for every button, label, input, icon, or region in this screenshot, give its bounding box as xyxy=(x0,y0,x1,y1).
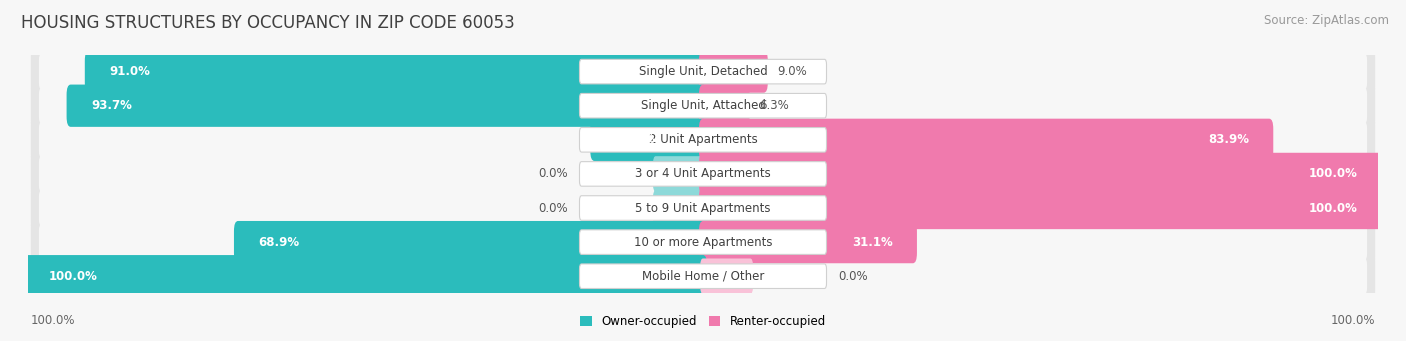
FancyBboxPatch shape xyxy=(579,196,827,220)
FancyBboxPatch shape xyxy=(699,187,1382,229)
FancyBboxPatch shape xyxy=(652,156,706,192)
FancyBboxPatch shape xyxy=(699,85,749,127)
FancyBboxPatch shape xyxy=(700,258,754,294)
FancyBboxPatch shape xyxy=(39,88,1367,124)
FancyBboxPatch shape xyxy=(579,162,827,186)
Text: 0.0%: 0.0% xyxy=(538,167,568,180)
FancyBboxPatch shape xyxy=(233,221,707,263)
FancyBboxPatch shape xyxy=(31,47,1375,97)
Text: 91.0%: 91.0% xyxy=(110,65,150,78)
FancyBboxPatch shape xyxy=(31,81,1375,131)
FancyBboxPatch shape xyxy=(699,50,768,93)
Text: 100.0%: 100.0% xyxy=(1309,167,1358,180)
Text: Single Unit, Attached: Single Unit, Attached xyxy=(641,99,765,112)
Text: 10 or more Apartments: 10 or more Apartments xyxy=(634,236,772,249)
FancyBboxPatch shape xyxy=(39,190,1367,226)
FancyBboxPatch shape xyxy=(591,119,707,161)
Text: 100.0%: 100.0% xyxy=(48,270,97,283)
FancyBboxPatch shape xyxy=(31,149,1375,199)
Text: 93.7%: 93.7% xyxy=(91,99,132,112)
FancyBboxPatch shape xyxy=(39,258,1367,294)
Text: 2 Unit Apartments: 2 Unit Apartments xyxy=(648,133,758,146)
Text: 9.0%: 9.0% xyxy=(778,65,807,78)
Text: 16.1%: 16.1% xyxy=(614,133,655,146)
Text: HOUSING STRUCTURES BY OCCUPANCY IN ZIP CODE 60053: HOUSING STRUCTURES BY OCCUPANCY IN ZIP C… xyxy=(21,14,515,32)
FancyBboxPatch shape xyxy=(31,115,1375,165)
FancyBboxPatch shape xyxy=(66,85,707,127)
Text: 100.0%: 100.0% xyxy=(1309,202,1358,214)
Text: 5 to 9 Unit Apartments: 5 to 9 Unit Apartments xyxy=(636,202,770,214)
Text: 0.0%: 0.0% xyxy=(838,270,868,283)
Text: Single Unit, Detached: Single Unit, Detached xyxy=(638,65,768,78)
FancyBboxPatch shape xyxy=(579,230,827,254)
Text: 83.9%: 83.9% xyxy=(1208,133,1249,146)
FancyBboxPatch shape xyxy=(39,156,1367,192)
FancyBboxPatch shape xyxy=(652,190,706,226)
Text: 31.1%: 31.1% xyxy=(852,236,893,249)
FancyBboxPatch shape xyxy=(39,54,1367,90)
FancyBboxPatch shape xyxy=(39,224,1367,260)
Text: Mobile Home / Other: Mobile Home / Other xyxy=(641,270,765,283)
FancyBboxPatch shape xyxy=(699,153,1382,195)
FancyBboxPatch shape xyxy=(39,122,1367,158)
FancyBboxPatch shape xyxy=(579,93,827,118)
Text: 0.0%: 0.0% xyxy=(538,202,568,214)
FancyBboxPatch shape xyxy=(699,119,1274,161)
Text: Source: ZipAtlas.com: Source: ZipAtlas.com xyxy=(1264,14,1389,27)
Text: 100.0%: 100.0% xyxy=(1330,314,1375,327)
Text: 100.0%: 100.0% xyxy=(31,314,76,327)
FancyBboxPatch shape xyxy=(31,183,1375,233)
FancyBboxPatch shape xyxy=(24,255,707,297)
Text: 6.3%: 6.3% xyxy=(759,99,789,112)
Text: 3 or 4 Unit Apartments: 3 or 4 Unit Apartments xyxy=(636,167,770,180)
FancyBboxPatch shape xyxy=(31,251,1375,301)
FancyBboxPatch shape xyxy=(31,217,1375,267)
FancyBboxPatch shape xyxy=(579,59,827,84)
FancyBboxPatch shape xyxy=(579,128,827,152)
FancyBboxPatch shape xyxy=(699,221,917,263)
FancyBboxPatch shape xyxy=(84,50,707,93)
Text: 68.9%: 68.9% xyxy=(259,236,299,249)
FancyBboxPatch shape xyxy=(579,264,827,288)
Legend: Owner-occupied, Renter-occupied: Owner-occupied, Renter-occupied xyxy=(579,315,827,328)
